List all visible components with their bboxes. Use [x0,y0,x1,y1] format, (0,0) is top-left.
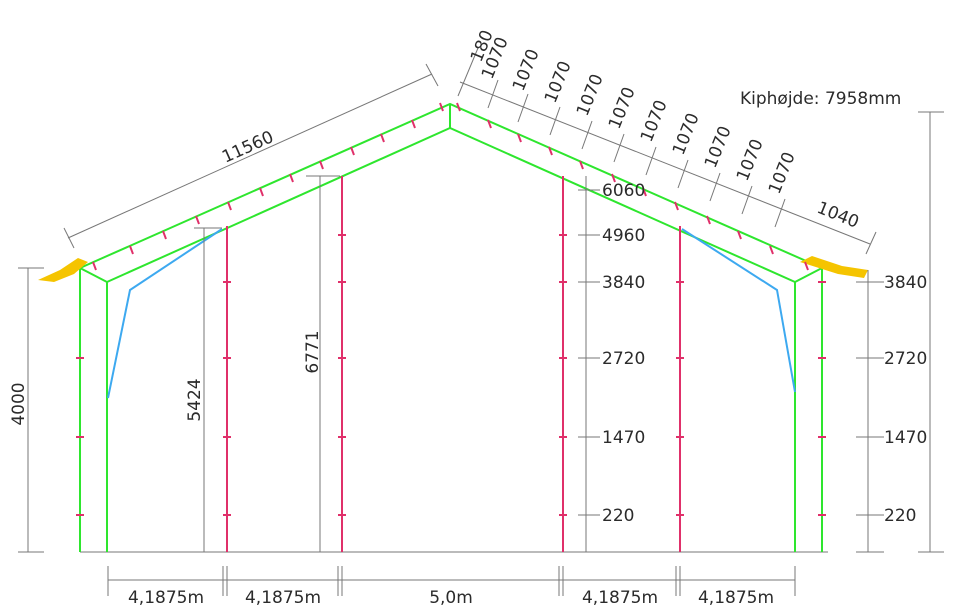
center-height-scale [578,176,600,552]
center-post-dimension [306,175,340,552]
svg-text:1070: 1070 [605,84,640,132]
svg-text:4,1875m: 4,1875m [698,588,774,608]
svg-text:1470: 1470 [884,428,927,448]
svg-text:1070: 1070 [733,136,768,184]
svg-text:220: 220 [602,506,634,526]
right-gutter [800,256,868,278]
ridge-height-label: Kiphøjde: 7958mm [740,89,901,109]
eave-segment-label: 1040 [814,198,862,233]
bay-width-labels: 4,1875m 4,1875m 5,0m 4,1875m 4,1875m [128,588,774,608]
wall-height-dimension [18,267,44,553]
svg-text:1070: 1070 [765,149,800,197]
svg-text:4,1875m: 4,1875m [582,588,658,608]
svg-text:1070: 1070 [637,97,672,145]
svg-text:2720: 2720 [884,349,927,369]
outer-frame [79,102,823,552]
svg-text:3840: 3840 [884,273,927,293]
svg-text:1070: 1070 [669,110,704,158]
purlin-ticks [92,102,809,271]
bay-width-dimension [107,566,796,596]
svg-text:1070: 1070 [573,71,608,119]
wall-height-label: 4000 [9,382,29,425]
spacing-labels: 1070 1070 1070 1070 1070 1070 1070 1070 … [478,34,800,197]
svg-text:4,1875m: 4,1875m [128,588,204,608]
right-height-scale [856,270,884,553]
inner-post-height-label: 5424 [185,378,205,421]
left-gutter [38,258,88,282]
braces [107,228,796,399]
inner-post-dimension [194,227,222,552]
ridge-height-dimension [918,111,944,553]
svg-text:3840: 3840 [602,273,645,293]
svg-text:1070: 1070 [509,46,544,94]
spacing-dimension [457,47,877,255]
svg-text:4960: 4960 [602,226,645,246]
posts [76,176,826,552]
svg-text:6060: 6060 [602,181,645,201]
svg-text:1070: 1070 [541,58,576,106]
rafter-dimension [63,63,439,249]
right-height-labels: 3840 2720 1470 220 [884,273,927,526]
center-post-height-label: 6771 [303,330,323,373]
svg-text:5,0m: 5,0m [429,588,473,608]
svg-text:220: 220 [884,506,916,526]
center-height-labels: 6060 4960 3840 2720 1470 220 [602,181,645,526]
svg-text:2720: 2720 [602,349,645,369]
svg-text:4,1875m: 4,1875m [245,588,321,608]
svg-text:1470: 1470 [602,428,645,448]
rafter-length-label: 11560 [219,127,277,167]
svg-text:1070: 1070 [701,123,736,171]
